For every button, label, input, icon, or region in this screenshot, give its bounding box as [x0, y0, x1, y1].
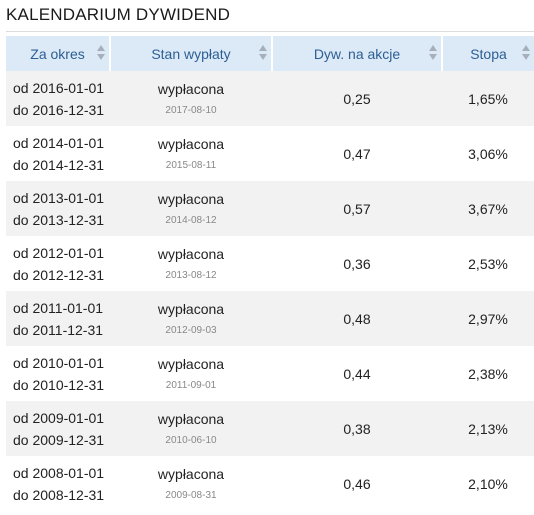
- period-to: do 2010-12-31: [13, 376, 105, 393]
- period-cell: od 2014-01-01 do 2014-12-31: [6, 126, 110, 181]
- period-from: od 2008-01-01: [13, 464, 105, 481]
- dividend-per-share-cell: 0,44: [272, 346, 442, 401]
- period-to: do 2016-12-31: [13, 101, 105, 118]
- status-text: wypłacona: [157, 190, 225, 207]
- status-cell: wypłacona 2009-08-31: [110, 456, 272, 511]
- status-text: wypłacona: [157, 465, 225, 482]
- period-from: od 2016-01-01: [13, 79, 105, 96]
- period-cell: od 2013-01-01 do 2013-12-31: [6, 181, 110, 236]
- period-from: od 2011-01-01: [13, 299, 104, 316]
- dividend-per-share-cell: 0,57: [272, 181, 442, 236]
- payout-date: 2010-06-10: [165, 434, 217, 446]
- period-cell: od 2016-01-01 do 2016-12-31: [6, 71, 110, 126]
- period-cell: od 2011-01-01 do 2011-12-31: [6, 291, 110, 346]
- payout-date: 2009-08-31: [165, 489, 217, 501]
- column-header-label: Stan wypłaty: [151, 45, 231, 62]
- yield-cell: 2,13%: [442, 401, 534, 456]
- dividend-per-share-cell: 0,36: [272, 236, 442, 291]
- table-row: od 2012-01-01 do 2012-12-31 wypłacona 2013…: [6, 236, 534, 291]
- period-from: od 2010-01-01: [13, 354, 105, 371]
- table-header-row: Za okres Stan wypłaty Dyw. na akcje Stop…: [6, 36, 534, 71]
- table-row: od 2013-01-01 do 2013-12-31 wypłacona 2014…: [6, 181, 534, 236]
- payout-date: 2011-09-01: [165, 379, 217, 391]
- period-cell: od 2012-01-01 do 2012-12-31: [6, 236, 110, 291]
- period-from: od 2014-01-01: [13, 134, 105, 151]
- dividend-per-share-cell: 0,46: [272, 456, 442, 511]
- sort-icon[interactable]: [259, 45, 267, 61]
- period-from: od 2009-01-01: [13, 409, 105, 426]
- column-header-label: Dyw. na akcje: [313, 45, 401, 62]
- yield-cell: 3,67%: [442, 181, 534, 236]
- period-to: do 2012-12-31: [13, 266, 105, 283]
- column-header-label: Stopa: [470, 45, 507, 62]
- period-cell: od 2008-01-01 do 2008-12-31: [6, 456, 110, 511]
- column-header-stopa[interactable]: Stopa: [442, 36, 534, 71]
- status-text: wypłacona: [157, 135, 225, 152]
- period-from: od 2013-01-01: [13, 189, 105, 206]
- period-from: od 2012-01-01: [13, 244, 105, 261]
- table-row: od 2016-01-01 do 2016-12-31 wypłacona 2017…: [6, 71, 534, 126]
- yield-cell: 2,10%: [442, 456, 534, 511]
- dividend-per-share-cell: 0,48: [272, 291, 442, 346]
- status-cell: wypłacona 2014-08-12: [110, 181, 272, 236]
- period-to: do 2008-12-31: [13, 486, 105, 503]
- status-cell: wypłacona 2017-08-10: [110, 71, 272, 126]
- period-to: do 2014-12-31: [13, 156, 105, 173]
- payout-date: 2017-08-10: [165, 104, 217, 116]
- dividend-per-share-cell: 0,47: [272, 126, 442, 181]
- period-to: do 2013-12-31: [13, 211, 105, 228]
- column-header-za-okres[interactable]: Za okres: [6, 36, 111, 71]
- dividend-per-share-cell: 0,25: [272, 71, 442, 126]
- status-cell: wypłacona 2010-06-10: [110, 401, 272, 456]
- status-cell: wypłacona 2012-09-03: [110, 291, 272, 346]
- dividend-per-share-cell: 0,38: [272, 401, 442, 456]
- column-header-stan-wyplaty[interactable]: Stan wypłaty: [110, 36, 273, 71]
- sort-icon[interactable]: [97, 45, 105, 61]
- yield-cell: 1,65%: [442, 71, 534, 126]
- dividend-calendar-table: Za okres Stan wypłaty Dyw. na akcje Stop…: [6, 36, 534, 511]
- table-row: od 2009-01-01 do 2009-12-31 wypłacona 2010…: [6, 401, 534, 456]
- yield-cell: 2,53%: [442, 236, 534, 291]
- section-title: KALENDARIUM DYWIDEND: [6, 5, 231, 24]
- table-row: od 2010-01-01 do 2010-12-31 wypłacona 2011…: [6, 346, 534, 401]
- status-text: wypłacona: [157, 300, 225, 317]
- payout-date: 2014-08-12: [165, 214, 217, 226]
- table-row: od 2011-01-01 do 2011-12-31 wypłacona 2012…: [6, 291, 534, 346]
- period-cell: od 2010-01-01 do 2010-12-31: [6, 346, 110, 401]
- yield-cell: 2,38%: [442, 346, 534, 401]
- table-row: od 2014-01-01 do 2014-12-31 wypłacona 2015…: [6, 126, 534, 181]
- status-cell: wypłacona 2015-08-11: [110, 126, 272, 181]
- title-divider: [6, 31, 534, 32]
- status-cell: wypłacona 2013-08-12: [110, 236, 272, 291]
- yield-cell: 3,06%: [442, 126, 534, 181]
- yield-cell: 2,97%: [442, 291, 534, 346]
- sort-icon[interactable]: [522, 45, 530, 61]
- status-cell: wypłacona 2011-09-01: [110, 346, 272, 401]
- table-row: od 2008-01-01 do 2008-12-31 wypłacona 2009…: [6, 456, 534, 511]
- status-text: wypłacona: [157, 410, 225, 427]
- status-text: wypłacona: [157, 245, 225, 262]
- period-cell: od 2009-01-01 do 2009-12-31: [6, 401, 110, 456]
- column-header-label: Za okres: [30, 45, 85, 62]
- payout-date: 2012-09-03: [165, 324, 217, 336]
- sort-icon[interactable]: [429, 45, 437, 61]
- payout-date: 2015-08-11: [165, 159, 217, 171]
- status-text: wypłacona: [157, 355, 225, 372]
- period-to: do 2009-12-31: [13, 431, 105, 448]
- period-to: do 2011-12-31: [13, 321, 104, 338]
- status-text: wypłacona: [157, 80, 225, 97]
- payout-date: 2013-08-12: [165, 269, 217, 281]
- column-header-dyw-na-akcje[interactable]: Dyw. na akcje: [272, 36, 443, 71]
